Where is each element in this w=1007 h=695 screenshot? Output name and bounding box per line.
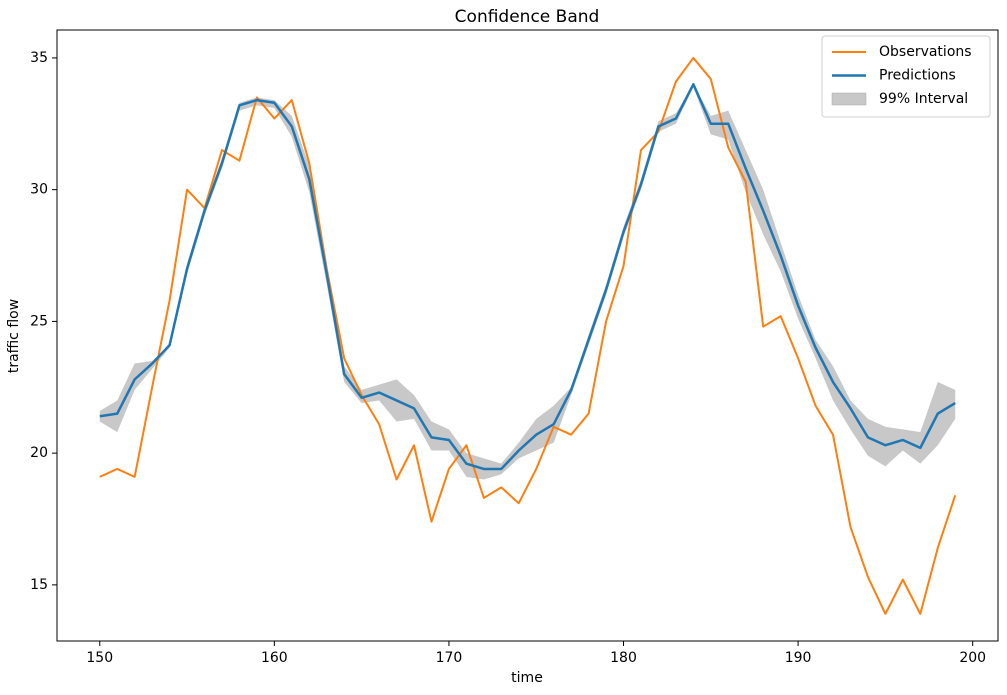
chart-title: Confidence Band: [455, 7, 600, 27]
y-tick-label: 15: [30, 577, 48, 593]
y-axis-label: traffic flow: [6, 299, 22, 373]
x-tick-label: 150: [86, 650, 113, 666]
x-tick-label: 180: [610, 650, 637, 666]
y-tick-label: 30: [30, 182, 48, 198]
confidence-band: [99, 84, 956, 480]
x-tick-label: 190: [785, 650, 812, 666]
series-line: [99, 56, 957, 615]
y-tick-label: 25: [30, 313, 48, 329]
legend-label: 99% Interval: [879, 91, 968, 107]
x-axis-label: time: [511, 670, 543, 686]
x-tick-label: 160: [261, 650, 288, 666]
legend-swatch: [831, 92, 867, 106]
y-tick-label: 35: [30, 50, 48, 66]
plot-frame: [56, 29, 999, 642]
y-tick-label: 20: [30, 445, 48, 461]
legend-label: Observations: [879, 44, 972, 60]
series-line: [99, 83, 956, 471]
x-tick-label: 170: [436, 650, 463, 666]
legend-label: Predictions: [879, 68, 956, 84]
x-tick-label: 200: [959, 650, 986, 666]
